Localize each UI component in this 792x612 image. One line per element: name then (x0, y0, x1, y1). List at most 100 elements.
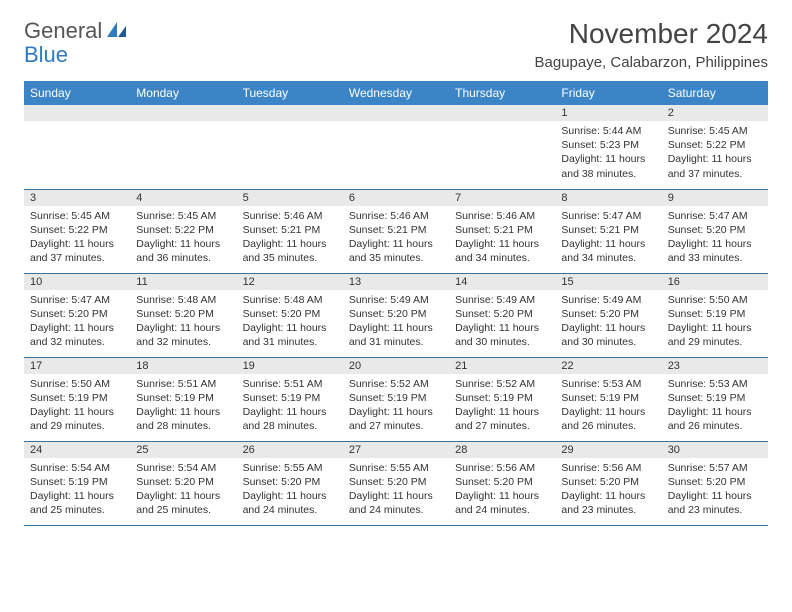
calendar-cell: 7Sunrise: 5:46 AMSunset: 5:21 PMDaylight… (449, 189, 555, 273)
daylight-text: Daylight: 11 hours and 27 minutes. (349, 405, 443, 433)
sunset-text: Sunset: 5:21 PM (243, 223, 337, 237)
sunset-text: Sunset: 5:20 PM (349, 475, 443, 489)
calendar-cell: 12Sunrise: 5:48 AMSunset: 5:20 PMDayligh… (237, 273, 343, 357)
sunset-text: Sunset: 5:20 PM (561, 475, 655, 489)
daylight-text: Daylight: 11 hours and 28 minutes. (243, 405, 337, 433)
daylight-text: Daylight: 11 hours and 29 minutes. (668, 321, 762, 349)
header: General November 2024 Bagupaye, Calabarz… (24, 18, 768, 71)
weekday-sunday: Sunday (24, 81, 130, 105)
day-content: Sunrise: 5:44 AMSunset: 5:23 PMDaylight:… (555, 121, 661, 183)
day-number: 12 (237, 274, 343, 290)
day-number: 25 (130, 442, 236, 458)
sunset-text: Sunset: 5:20 PM (561, 307, 655, 321)
calendar-cell: 23Sunrise: 5:53 AMSunset: 5:19 PMDayligh… (662, 357, 768, 441)
day-content: Sunrise: 5:46 AMSunset: 5:21 PMDaylight:… (237, 206, 343, 268)
daylight-text: Daylight: 11 hours and 32 minutes. (30, 321, 124, 349)
day-content: Sunrise: 5:50 AMSunset: 5:19 PMDaylight:… (662, 290, 768, 352)
sunset-text: Sunset: 5:19 PM (243, 391, 337, 405)
sunset-text: Sunset: 5:20 PM (349, 307, 443, 321)
sunrise-text: Sunrise: 5:48 AM (243, 293, 337, 307)
logo-text-general: General (24, 18, 102, 44)
sunrise-text: Sunrise: 5:48 AM (136, 293, 230, 307)
day-number: 11 (130, 274, 236, 290)
sunrise-text: Sunrise: 5:50 AM (668, 293, 762, 307)
day-number: 28 (449, 442, 555, 458)
day-number: 23 (662, 358, 768, 374)
weekday-saturday: Saturday (662, 81, 768, 105)
sunset-text: Sunset: 5:21 PM (561, 223, 655, 237)
calendar-cell: 19Sunrise: 5:51 AMSunset: 5:19 PMDayligh… (237, 357, 343, 441)
sunset-text: Sunset: 5:20 PM (455, 475, 549, 489)
day-number (237, 105, 343, 121)
title-block: November 2024 Bagupaye, Calabarzon, Phil… (535, 18, 769, 71)
sunrise-text: Sunrise: 5:53 AM (561, 377, 655, 391)
day-content (130, 121, 236, 181)
day-content: Sunrise: 5:51 AMSunset: 5:19 PMDaylight:… (237, 374, 343, 436)
sunrise-text: Sunrise: 5:52 AM (349, 377, 443, 391)
daylight-text: Daylight: 11 hours and 25 minutes. (30, 489, 124, 517)
day-number (130, 105, 236, 121)
day-content: Sunrise: 5:48 AMSunset: 5:20 PMDaylight:… (237, 290, 343, 352)
month-title: November 2024 (535, 18, 769, 50)
sunset-text: Sunset: 5:20 PM (668, 223, 762, 237)
daylight-text: Daylight: 11 hours and 24 minutes. (243, 489, 337, 517)
calendar-cell: 5Sunrise: 5:46 AMSunset: 5:21 PMDaylight… (237, 189, 343, 273)
sunset-text: Sunset: 5:22 PM (30, 223, 124, 237)
weekday-header-row: Sunday Monday Tuesday Wednesday Thursday… (24, 81, 768, 105)
weekday-thursday: Thursday (449, 81, 555, 105)
sunrise-text: Sunrise: 5:47 AM (668, 209, 762, 223)
weekday-wednesday: Wednesday (343, 81, 449, 105)
day-content (237, 121, 343, 181)
calendar-table: Sunday Monday Tuesday Wednesday Thursday… (24, 81, 768, 526)
daylight-text: Daylight: 11 hours and 37 minutes. (30, 237, 124, 265)
day-content: Sunrise: 5:52 AMSunset: 5:19 PMDaylight:… (343, 374, 449, 436)
sunset-text: Sunset: 5:22 PM (136, 223, 230, 237)
sunrise-text: Sunrise: 5:44 AM (561, 124, 655, 138)
daylight-text: Daylight: 11 hours and 30 minutes. (561, 321, 655, 349)
day-content: Sunrise: 5:46 AMSunset: 5:21 PMDaylight:… (343, 206, 449, 268)
daylight-text: Daylight: 11 hours and 37 minutes. (668, 152, 762, 180)
daylight-text: Daylight: 11 hours and 35 minutes. (243, 237, 337, 265)
weekday-monday: Monday (130, 81, 236, 105)
day-content: Sunrise: 5:56 AMSunset: 5:20 PMDaylight:… (449, 458, 555, 520)
day-content: Sunrise: 5:55 AMSunset: 5:20 PMDaylight:… (237, 458, 343, 520)
logo-text-blue: Blue (24, 42, 68, 67)
day-number: 4 (130, 190, 236, 206)
sunrise-text: Sunrise: 5:55 AM (243, 461, 337, 475)
daylight-text: Daylight: 11 hours and 29 minutes. (30, 405, 124, 433)
day-content: Sunrise: 5:46 AMSunset: 5:21 PMDaylight:… (449, 206, 555, 268)
calendar-row: 10Sunrise: 5:47 AMSunset: 5:20 PMDayligh… (24, 273, 768, 357)
sunrise-text: Sunrise: 5:49 AM (349, 293, 443, 307)
daylight-text: Daylight: 11 hours and 34 minutes. (561, 237, 655, 265)
day-number: 15 (555, 274, 661, 290)
calendar-cell (449, 105, 555, 189)
day-number (24, 105, 130, 121)
sunset-text: Sunset: 5:19 PM (668, 307, 762, 321)
daylight-text: Daylight: 11 hours and 36 minutes. (136, 237, 230, 265)
day-number: 24 (24, 442, 130, 458)
calendar-cell: 21Sunrise: 5:52 AMSunset: 5:19 PMDayligh… (449, 357, 555, 441)
sunset-text: Sunset: 5:19 PM (455, 391, 549, 405)
day-number: 17 (24, 358, 130, 374)
day-number: 26 (237, 442, 343, 458)
sunrise-text: Sunrise: 5:49 AM (455, 293, 549, 307)
calendar-cell: 6Sunrise: 5:46 AMSunset: 5:21 PMDaylight… (343, 189, 449, 273)
day-number (449, 105, 555, 121)
sunset-text: Sunset: 5:20 PM (455, 307, 549, 321)
calendar-cell: 30Sunrise: 5:57 AMSunset: 5:20 PMDayligh… (662, 441, 768, 525)
day-number: 10 (24, 274, 130, 290)
day-number: 9 (662, 190, 768, 206)
sunset-text: Sunset: 5:20 PM (136, 307, 230, 321)
daylight-text: Daylight: 11 hours and 24 minutes. (455, 489, 549, 517)
day-number: 22 (555, 358, 661, 374)
day-content: Sunrise: 5:47 AMSunset: 5:21 PMDaylight:… (555, 206, 661, 268)
daylight-text: Daylight: 11 hours and 24 minutes. (349, 489, 443, 517)
calendar-cell: 3Sunrise: 5:45 AMSunset: 5:22 PMDaylight… (24, 189, 130, 273)
day-content: Sunrise: 5:47 AMSunset: 5:20 PMDaylight:… (24, 290, 130, 352)
daylight-text: Daylight: 11 hours and 28 minutes. (136, 405, 230, 433)
calendar-cell: 20Sunrise: 5:52 AMSunset: 5:19 PMDayligh… (343, 357, 449, 441)
sunset-text: Sunset: 5:22 PM (668, 138, 762, 152)
calendar-cell: 26Sunrise: 5:55 AMSunset: 5:20 PMDayligh… (237, 441, 343, 525)
sunrise-text: Sunrise: 5:46 AM (349, 209, 443, 223)
sunrise-text: Sunrise: 5:56 AM (561, 461, 655, 475)
